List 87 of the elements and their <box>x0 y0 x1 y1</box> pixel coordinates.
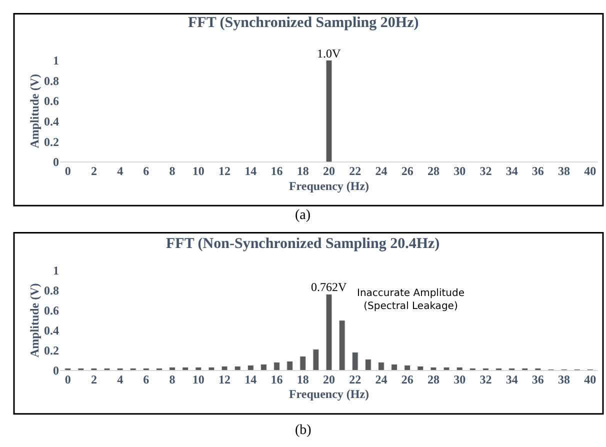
x-tick-label: 34 <box>506 164 518 178</box>
bar <box>221 366 228 370</box>
x-tick-label: 32 <box>480 372 492 386</box>
data-label: 1.0V <box>317 46 341 60</box>
y-tick-label: 1 <box>53 264 59 278</box>
bar <box>338 320 346 370</box>
bar <box>260 364 267 370</box>
x-tick-label: 16 <box>270 164 283 178</box>
y-axis-title: Amplitude (V) <box>27 283 42 358</box>
y-tick-label: 0.4 <box>44 324 59 338</box>
bar <box>391 364 398 370</box>
x-tick-label: 38 <box>558 164 570 178</box>
y-tick-label: 0 <box>53 363 59 378</box>
x-tick-label: 40 <box>584 164 596 178</box>
x-tick-label: 10 <box>192 164 204 178</box>
annotation: Inaccurate Amplitude (Spectral Leakage) <box>357 288 464 312</box>
y-tick-label: 0.8 <box>44 74 59 88</box>
bar <box>234 366 241 370</box>
x-tick-label: 26 <box>401 372 414 386</box>
x-tick-label: 12 <box>218 372 231 386</box>
bar <box>378 362 384 370</box>
x-tick-label: 34 <box>506 372 518 386</box>
chart-title: FFT (Synchronized Sampling 20Hz) <box>188 15 419 31</box>
x-tick-label: 36 <box>532 372 544 386</box>
y-axis-title: Amplitude (V) <box>27 74 42 148</box>
x-tick-label: 10 <box>192 372 204 386</box>
x-tick-label: 28 <box>427 372 440 386</box>
y-tick-label: 0.8 <box>44 284 59 298</box>
y-tick-label: 0.4 <box>44 114 59 129</box>
bar <box>352 352 358 370</box>
bar <box>208 367 215 370</box>
x-tick-label: 30 <box>454 372 466 386</box>
x-tick-label: 6 <box>143 372 150 386</box>
bar <box>312 349 320 370</box>
bar <box>286 361 294 370</box>
bar <box>300 356 306 370</box>
bar <box>364 359 372 370</box>
bar <box>274 362 280 370</box>
bar <box>326 294 332 370</box>
x-tick-label: 22 <box>349 164 362 178</box>
x-tick-label: 14 <box>244 372 257 386</box>
x-tick-label: 2 <box>90 372 97 386</box>
x-tick-label: 36 <box>532 164 544 178</box>
x-tick-label: 8 <box>169 164 176 178</box>
bar <box>417 366 424 370</box>
x-tick-label: 24 <box>375 372 388 386</box>
x-tick-label: 28 <box>427 164 440 178</box>
x-tick-label: 14 <box>244 164 257 178</box>
bar <box>456 367 463 370</box>
x-tick-label: 18 <box>296 164 309 178</box>
x-tick-label: 24 <box>375 164 388 178</box>
bar <box>247 365 254 370</box>
x-tick-label: 0 <box>64 372 71 386</box>
x-axis-title: Frequency (Hz) <box>288 387 370 402</box>
y-tick-label: 0.2 <box>44 344 59 358</box>
x-tick-label: 16 <box>270 372 283 386</box>
bar <box>404 365 411 370</box>
text: (b) <box>295 423 312 438</box>
bar <box>443 367 450 370</box>
x-tick-label: 20 <box>323 372 335 386</box>
x-tick-label: 32 <box>480 164 492 178</box>
text: (a) <box>295 208 311 223</box>
x-tick-label: 6 <box>143 164 150 178</box>
bar <box>182 367 189 370</box>
y-tick-label: 0.6 <box>44 304 59 318</box>
x-tick-label: 20 <box>323 164 335 178</box>
y-tick-label: 1 <box>53 53 59 68</box>
x-tick-label: 26 <box>401 164 414 178</box>
x-tick-label: 18 <box>296 372 309 386</box>
x-tick-label: 22 <box>349 372 362 386</box>
y-tick-label: 0.6 <box>44 94 59 108</box>
x-tick-label: 4 <box>117 164 124 178</box>
x-tick-label: 0 <box>64 164 71 178</box>
bar <box>169 367 176 370</box>
x-tick-label: 12 <box>218 164 231 178</box>
bar <box>430 367 437 370</box>
y-tick-label: 0.2 <box>44 134 59 149</box>
chart-title: FFT (Non-Synchronized Sampling 20.4Hz) <box>166 236 440 252</box>
x-axis-title: Frequency (Hz) <box>288 178 370 193</box>
x-tick-label: 8 <box>169 372 176 386</box>
x-tick-label: 30 <box>454 164 466 178</box>
x-tick-label: 4 <box>117 372 124 386</box>
x-tick-label: 38 <box>558 372 570 386</box>
x-tick-label: 2 <box>90 164 97 178</box>
data-label: 0.762V <box>311 280 347 294</box>
bar <box>195 367 202 370</box>
x-tick-label: 40 <box>584 372 596 386</box>
